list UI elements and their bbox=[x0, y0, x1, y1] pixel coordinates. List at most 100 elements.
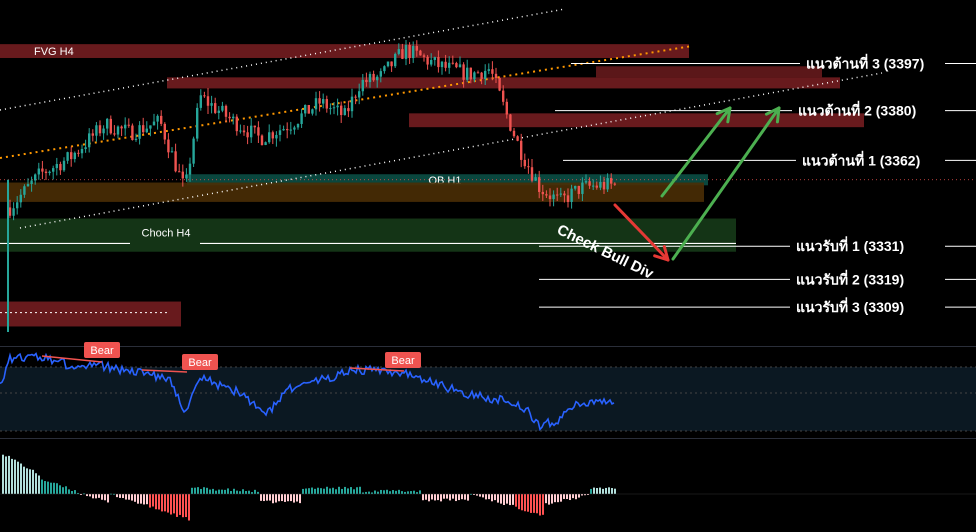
macd-bar bbox=[254, 489, 256, 494]
level-label: แนวรับที่ 1 (3331) bbox=[796, 236, 904, 254]
macd-bar bbox=[395, 490, 397, 494]
macd-bar bbox=[494, 494, 496, 501]
candle-body bbox=[271, 132, 274, 139]
candle-body bbox=[30, 180, 33, 185]
macd-bar bbox=[41, 479, 43, 494]
candle-body bbox=[574, 185, 577, 189]
macd-bar bbox=[224, 489, 226, 494]
candle-body bbox=[412, 46, 415, 59]
macd-bar bbox=[167, 494, 169, 513]
macd-bar bbox=[551, 494, 553, 504]
candle-body bbox=[455, 63, 458, 68]
bear-badge-label: Bear bbox=[90, 345, 114, 357]
divergence-line bbox=[141, 369, 188, 373]
macd-bar bbox=[35, 473, 37, 494]
macd-bar bbox=[146, 494, 148, 505]
macd-bar bbox=[596, 488, 598, 494]
candle-body bbox=[570, 188, 573, 202]
macd-bar bbox=[464, 494, 466, 500]
macd-bar bbox=[95, 494, 97, 499]
macd-bar bbox=[44, 481, 46, 494]
macd-bar bbox=[308, 488, 310, 494]
candle-body bbox=[152, 121, 156, 126]
macd-bar bbox=[134, 494, 136, 502]
candle-body bbox=[214, 103, 217, 113]
candle-body bbox=[250, 125, 253, 138]
channel-mid bbox=[0, 45, 693, 159]
candle-body bbox=[242, 130, 246, 133]
candle-body bbox=[124, 124, 127, 129]
candle-body bbox=[541, 191, 544, 195]
macd-bar bbox=[356, 487, 358, 494]
candle-body bbox=[210, 103, 213, 106]
macd-bar bbox=[401, 491, 403, 494]
candle-body bbox=[181, 171, 184, 179]
candle-body bbox=[314, 98, 318, 110]
candle-body bbox=[264, 142, 267, 146]
candle-body bbox=[188, 163, 192, 175]
candle-body bbox=[167, 139, 170, 153]
macd-bar bbox=[506, 494, 508, 504]
macd-bar bbox=[194, 487, 196, 494]
macd-bar bbox=[353, 489, 355, 494]
rsi-band bbox=[0, 367, 976, 431]
candle-body bbox=[448, 62, 451, 68]
bear-badge-label: Bear bbox=[391, 355, 415, 367]
macd-bar bbox=[143, 494, 145, 505]
macd-bar bbox=[137, 494, 139, 504]
candle-body bbox=[386, 61, 390, 67]
macd-bar bbox=[323, 488, 325, 494]
macd-bar bbox=[389, 491, 391, 494]
macd-bar bbox=[359, 486, 361, 494]
macd-bar bbox=[188, 494, 190, 521]
macd-bar bbox=[59, 485, 61, 494]
macd-bar bbox=[227, 488, 229, 494]
macd-bar bbox=[611, 488, 613, 494]
candle-body bbox=[556, 194, 559, 196]
zone-fvg-0 bbox=[0, 44, 689, 58]
arrow-up-short bbox=[660, 106, 732, 198]
macd-bar bbox=[326, 486, 328, 494]
candle-body bbox=[88, 133, 91, 148]
macd-bar bbox=[404, 491, 406, 494]
candle-body bbox=[48, 171, 51, 174]
macd-bar bbox=[413, 490, 415, 494]
macd-bar bbox=[584, 494, 586, 496]
candle-body bbox=[332, 107, 336, 109]
macd-bar bbox=[182, 494, 184, 518]
candle-body bbox=[383, 66, 386, 72]
candle-body bbox=[185, 174, 188, 179]
candle-body bbox=[217, 110, 220, 113]
candle-body bbox=[343, 108, 346, 116]
arrow-up-short-head bbox=[715, 106, 732, 116]
bear-badge bbox=[182, 354, 218, 370]
candle-body bbox=[70, 152, 73, 160]
candle-body bbox=[62, 160, 66, 171]
macd-bar bbox=[614, 488, 616, 494]
macd-bar bbox=[491, 494, 493, 502]
candle-body bbox=[127, 124, 130, 126]
macd-bar bbox=[125, 494, 127, 500]
macd-bar bbox=[518, 494, 520, 510]
macd-bar bbox=[452, 494, 454, 499]
candle-body bbox=[325, 99, 328, 109]
macd-bar bbox=[383, 490, 385, 494]
macd-bar bbox=[500, 494, 502, 504]
candle-body bbox=[505, 101, 508, 115]
candle-body bbox=[257, 127, 260, 136]
macd-bar bbox=[68, 489, 70, 494]
candle-body bbox=[545, 194, 548, 196]
candle-body bbox=[149, 125, 152, 129]
macd-bar bbox=[56, 483, 58, 494]
macd-bar bbox=[284, 494, 286, 502]
macd-bar bbox=[260, 494, 262, 501]
macd-bar bbox=[365, 491, 367, 494]
macd-bar bbox=[314, 488, 316, 494]
macd-bar bbox=[320, 488, 322, 494]
candle-body bbox=[142, 125, 145, 133]
macd-bar bbox=[221, 489, 223, 494]
candle-body bbox=[239, 130, 242, 132]
macd-bar bbox=[113, 493, 115, 495]
